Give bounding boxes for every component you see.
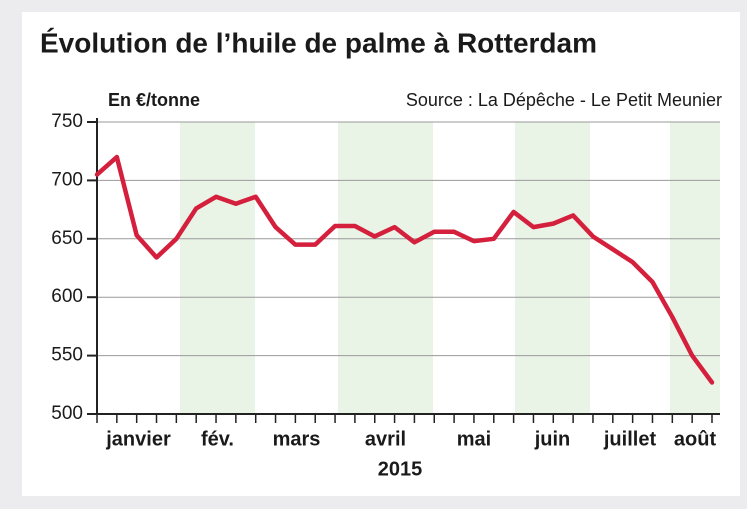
x-tick-label: juillet [603,428,657,450]
y-tick-label: 600 [51,286,83,307]
month-band [338,122,433,414]
source: Source : La Dépêche - Le Petit Meunier [406,90,722,110]
y-tick-label: 650 [51,228,83,249]
month-band [180,122,255,414]
month-band [670,122,720,414]
x-axis-label: 2015 [378,458,423,480]
x-tick-label: avril [365,428,406,450]
y-tick-label: 700 [51,169,83,190]
y-unit-label: En €/tonne [108,90,200,110]
month-band [515,122,590,414]
x-tick-label: janvier [105,428,171,450]
x-tick-label: juin [534,428,571,450]
x-tick-label: mars [273,428,321,450]
x-tick-label: mai [457,428,491,450]
y-tick-label: 550 [51,345,83,366]
x-tick-label: fév. [201,428,234,450]
data-line [94,154,715,385]
y-tick-label: 500 [51,403,83,424]
x-tick-label: août [674,428,717,450]
chart-title: Évolution de l’huile de palme à Rotterda… [40,27,597,58]
y-tick-label: 750 [51,111,83,132]
